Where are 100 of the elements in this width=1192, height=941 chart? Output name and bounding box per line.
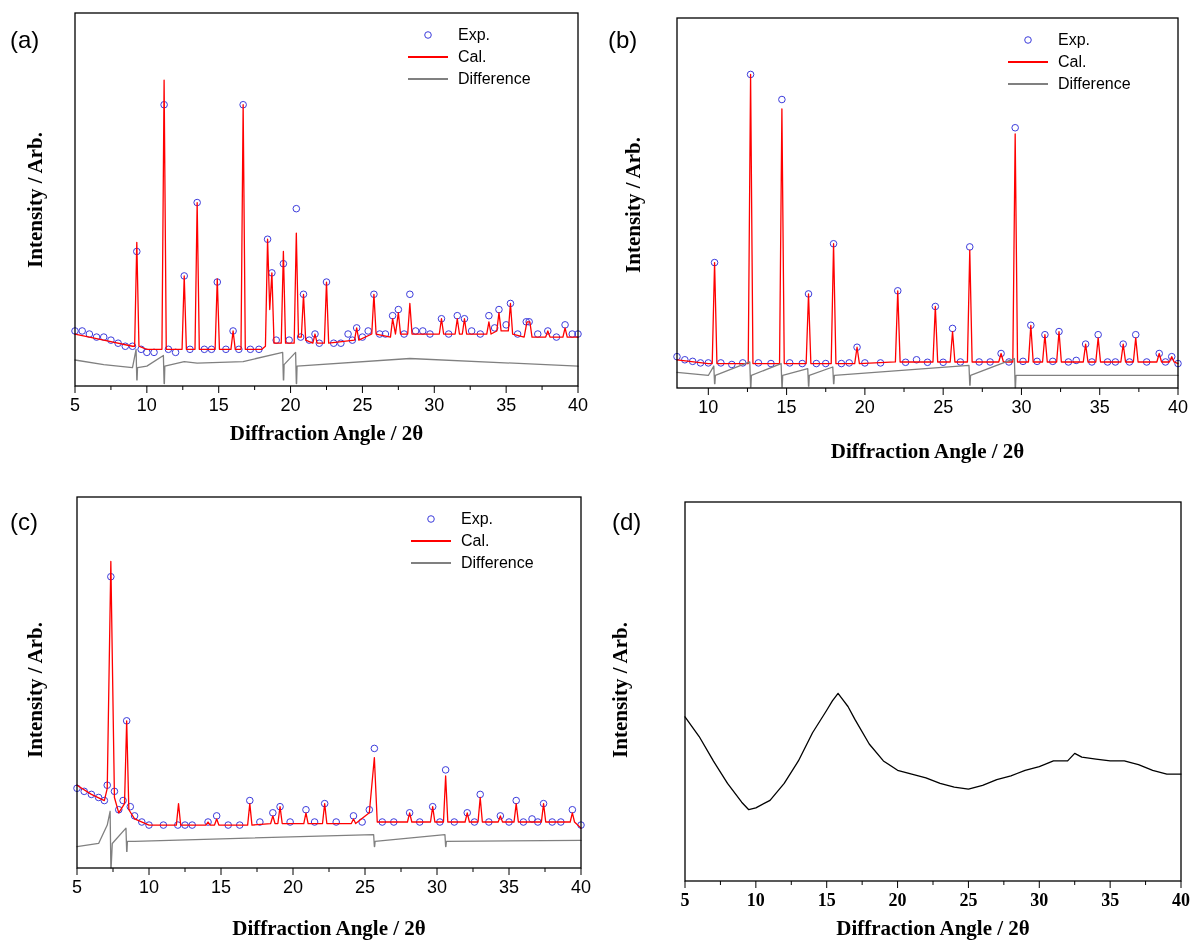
point: [378, 818, 387, 826]
x-tick-label: 30: [1030, 890, 1049, 910]
point: [1064, 358, 1073, 366]
point: [923, 358, 932, 367]
point: [557, 818, 565, 826]
point: [1041, 330, 1049, 339]
point: [548, 818, 556, 826]
point: [1072, 356, 1081, 365]
point: [746, 70, 755, 79]
point: [145, 821, 153, 829]
point: [470, 818, 479, 826]
point: [269, 809, 277, 817]
point: [1119, 340, 1127, 348]
point: [181, 821, 189, 829]
point: [286, 818, 294, 826]
x-tick-label: 40: [1172, 890, 1190, 910]
point: [110, 787, 119, 796]
point: [876, 359, 885, 367]
point: [370, 744, 379, 753]
y-axis-title: Intensity / Arb.: [23, 622, 47, 758]
x-tick-label: 5: [680, 890, 690, 910]
point: [845, 359, 854, 367]
point: [717, 359, 725, 367]
point: [853, 343, 861, 352]
point: [539, 799, 548, 808]
point: [821, 359, 830, 368]
x-tick-label: 10: [138, 877, 160, 897]
x-tick-label: 5: [71, 877, 83, 897]
point: [1048, 357, 1057, 366]
legend-label: Difference: [458, 70, 531, 87]
x-tick-label: 35: [498, 877, 520, 897]
point: [804, 290, 813, 298]
point: [681, 356, 689, 364]
point: [496, 812, 505, 820]
x-tick-label: 35: [1089, 397, 1110, 417]
point: [912, 356, 921, 364]
point: [138, 818, 146, 826]
point: [1019, 357, 1027, 366]
point: [1055, 327, 1063, 336]
point: [107, 572, 115, 581]
point: [119, 796, 127, 805]
legend-label: Difference: [461, 554, 534, 571]
point: [1174, 359, 1182, 368]
point: [100, 796, 109, 805]
point: [415, 818, 424, 826]
chart-title: (c): [10, 508, 38, 535]
point: [310, 818, 319, 826]
point: [130, 812, 139, 820]
point: [975, 358, 983, 366]
x-tick-label: 40: [1167, 397, 1189, 417]
point: [365, 805, 374, 814]
point: [476, 790, 484, 799]
x-tick-label: 25: [354, 877, 376, 897]
x-axis-title: Diffraction Angle / 2θ: [830, 439, 1025, 463]
x-tick-label: 20: [854, 397, 875, 417]
x-axis-title: Diffraction Angle / 2θ: [229, 421, 424, 445]
legend-label: Cal.: [458, 48, 487, 65]
point: [577, 821, 585, 829]
point: [436, 818, 444, 826]
point: [1103, 358, 1112, 366]
point: [512, 796, 520, 805]
point: [754, 359, 763, 367]
point: [174, 821, 182, 829]
x-tick-label: 35: [1101, 890, 1120, 910]
x-tick-label: 15: [817, 890, 836, 910]
x-axis-title: Diffraction Angle / 2θ: [836, 916, 1030, 940]
point: [1125, 358, 1134, 366]
point: [931, 302, 940, 311]
point: [956, 358, 965, 366]
point: [122, 717, 131, 725]
point: [785, 359, 794, 367]
point: [204, 818, 212, 826]
x-tick-label: 10: [698, 397, 719, 417]
x-tick-label: 25: [959, 890, 978, 910]
legend-label: Exp.: [1058, 31, 1091, 48]
point: [358, 818, 366, 826]
point: [159, 821, 168, 829]
x-tick-label: 25: [933, 397, 954, 417]
point: [463, 809, 472, 817]
point: [320, 799, 329, 808]
y-axis-title: Intensity / Arb.: [608, 622, 632, 758]
point: [80, 787, 88, 796]
point: [126, 802, 135, 811]
point: [696, 359, 705, 367]
point: [276, 802, 284, 811]
chart-title: (a): [10, 26, 40, 53]
x-tick-label: 10: [136, 395, 157, 415]
x-tick-label: 20: [282, 877, 304, 897]
x-tick-label: 40: [570, 877, 592, 897]
point: [505, 818, 513, 826]
point: [812, 359, 821, 368]
legend-label: Exp.: [458, 26, 491, 43]
point: [997, 349, 1005, 358]
point: [710, 258, 719, 267]
point: [1167, 352, 1176, 361]
legend-label: Exp.: [461, 510, 494, 527]
point: [1142, 358, 1151, 366]
point: [861, 359, 869, 367]
point: [837, 359, 846, 368]
point: [1081, 340, 1090, 348]
